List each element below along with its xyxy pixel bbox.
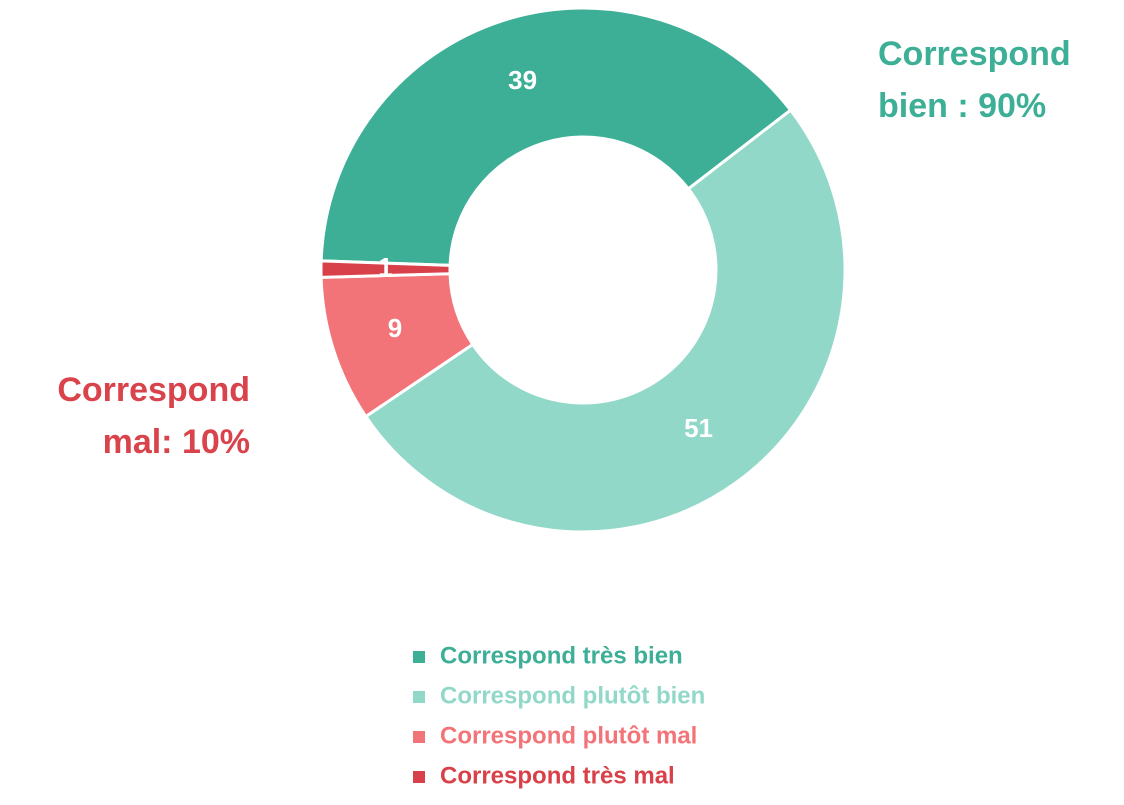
annotation: bien : 90% xyxy=(878,87,1046,125)
data-label: 1 xyxy=(378,252,392,282)
legend-label: Correspond très bien xyxy=(440,642,683,669)
annotation: Correspond xyxy=(878,35,1071,73)
data-label: 51 xyxy=(684,413,713,443)
data-label: 39 xyxy=(508,65,537,95)
data-label: 9 xyxy=(388,313,402,343)
donut-segment xyxy=(319,6,793,267)
donut-segment xyxy=(319,259,452,279)
legend-marker xyxy=(413,771,425,783)
legend-label: Correspond plutôt mal xyxy=(440,722,697,749)
legend-marker xyxy=(413,651,425,663)
legend-marker xyxy=(413,731,425,743)
legend-label: Correspond très mal xyxy=(440,762,675,789)
annotation: mal: 10% xyxy=(103,423,250,461)
annotation: Correspond xyxy=(57,371,250,409)
legend-label: Correspond plutôt bien xyxy=(440,682,705,709)
legend-marker xyxy=(413,691,425,703)
donut-segment xyxy=(363,108,847,534)
